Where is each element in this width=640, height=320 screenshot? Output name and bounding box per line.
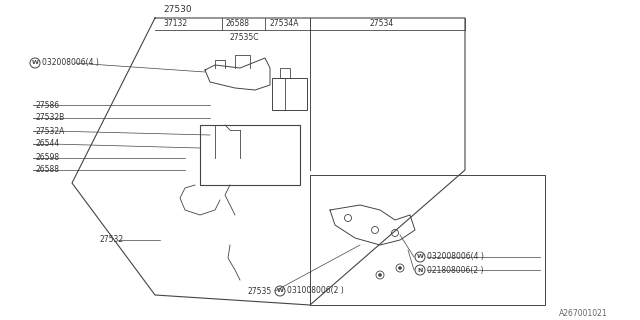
Text: 27530: 27530 [163,5,191,14]
Text: 27532A: 27532A [35,126,65,135]
Circle shape [378,274,381,276]
Circle shape [399,267,401,269]
Text: N: N [417,268,422,273]
Text: W: W [31,60,38,66]
Text: 27532: 27532 [100,236,124,244]
Text: W: W [417,254,424,260]
Text: 031008006(2 ): 031008006(2 ) [287,286,344,295]
Text: 27535C: 27535C [230,33,259,42]
Text: W: W [276,289,284,293]
Text: 021808006(2 ): 021808006(2 ) [427,266,483,275]
Bar [200,125,300,185]
Text: 032008006(4 ): 032008006(4 ) [427,252,484,261]
Text: A267001021: A267001021 [559,308,608,317]
Text: 27532B: 27532B [35,114,64,123]
Text: 27586: 27586 [35,100,59,109]
Text: 37132: 37132 [163,20,187,28]
Bar [280,68,290,78]
Text: 27534: 27534 [370,20,394,28]
Text: 27534A: 27534A [270,20,300,28]
Text: 26588: 26588 [35,165,59,174]
Text: 27535: 27535 [248,286,272,295]
Text: 26588: 26588 [226,20,250,28]
Text: 26598: 26598 [35,154,59,163]
Text: 032008006(4 ): 032008006(4 ) [42,59,99,68]
Text: 26544: 26544 [35,140,60,148]
